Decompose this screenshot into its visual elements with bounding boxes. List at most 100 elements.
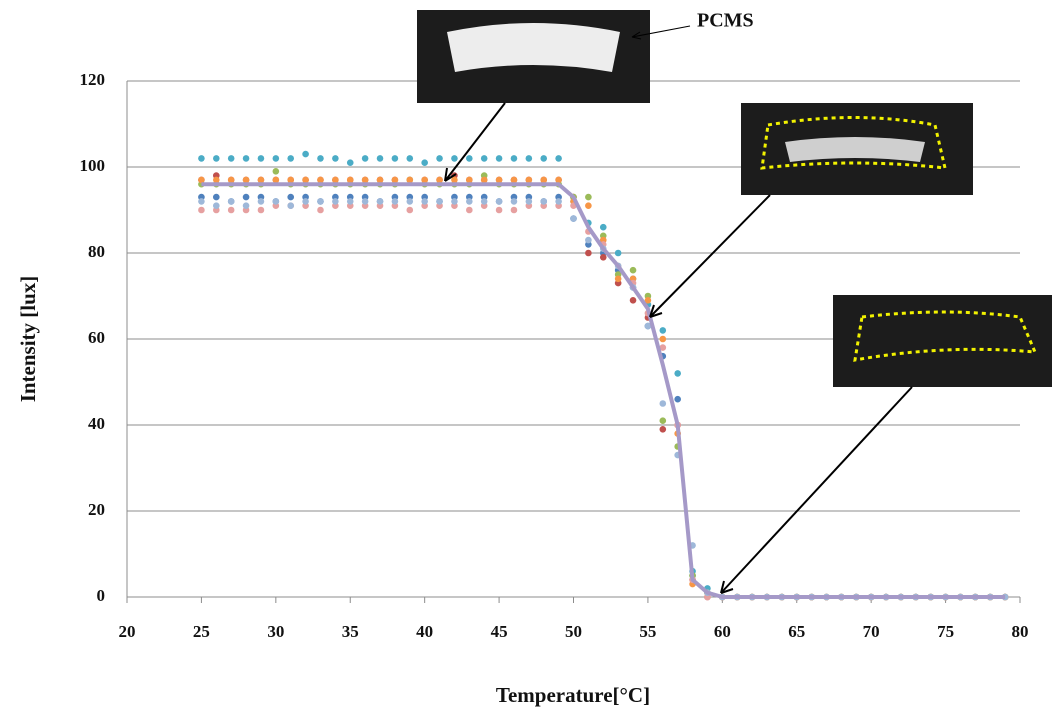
mean-line (201, 182, 1006, 599)
data-point (629, 297, 637, 304)
data-point (272, 176, 280, 184)
data-point (599, 253, 607, 261)
data-point (406, 155, 414, 162)
inset-image-2 (741, 103, 973, 195)
y-tick-label: 120 (80, 70, 106, 89)
data-point (198, 176, 205, 184)
data-point (287, 176, 295, 184)
x-tick-label: 25 (193, 622, 210, 641)
data-point (198, 206, 205, 214)
data-point (213, 193, 220, 201)
data-point (466, 155, 473, 162)
data-point (659, 344, 667, 351)
data-point (510, 176, 518, 184)
data-point (480, 155, 488, 162)
data-point (287, 193, 295, 201)
data-point (257, 198, 265, 205)
x-tick-label: 65 (788, 622, 805, 641)
data-point (391, 155, 399, 162)
data-point (555, 198, 562, 205)
x-tick-label: 75 (937, 622, 954, 641)
data-point (302, 150, 309, 158)
data-point (510, 155, 518, 162)
data-point (599, 223, 607, 231)
annotation: PCMS (697, 10, 754, 32)
y-tick-label: 0 (97, 586, 106, 605)
data-point (614, 275, 622, 283)
data-point (242, 155, 250, 162)
data-point (466, 176, 473, 184)
data-point (614, 249, 622, 257)
data-point (540, 155, 548, 162)
data-point (213, 176, 220, 184)
data-point (406, 176, 414, 184)
data-point (257, 176, 265, 184)
x-tick-label: 80 (1012, 622, 1029, 641)
data-point (227, 206, 235, 214)
data-point (272, 168, 280, 175)
data-point (272, 155, 280, 162)
data-point (629, 266, 637, 274)
x-tick-label: 55 (639, 622, 656, 641)
data-point (674, 370, 681, 377)
data-point (436, 198, 443, 205)
data-point (272, 198, 280, 205)
data-point (495, 206, 503, 214)
data-point (391, 176, 399, 184)
data-point (436, 155, 443, 162)
data-point (332, 176, 339, 184)
data-point (570, 215, 577, 222)
data-point (361, 155, 369, 162)
data-point (346, 159, 354, 166)
data-point (525, 155, 533, 162)
arrows (444, 25, 913, 594)
data-point (659, 426, 667, 433)
data-point (466, 206, 473, 214)
data-point (227, 176, 235, 184)
data-point (242, 193, 250, 201)
x-tick-label: 45 (491, 622, 508, 641)
inset-image-1 (417, 10, 650, 103)
data-point (302, 176, 309, 184)
data-point (257, 206, 265, 214)
data-point (421, 159, 428, 166)
data-point (659, 335, 667, 343)
data-point (555, 176, 562, 184)
data-point (391, 198, 399, 205)
data-point (495, 198, 503, 205)
data-point (644, 322, 652, 330)
x-tick-label: 40 (416, 622, 433, 641)
y-tick-label: 100 (80, 156, 106, 175)
data-point (376, 198, 384, 205)
data-point (302, 198, 309, 205)
data-point (361, 198, 369, 205)
data-point (451, 176, 458, 184)
y-tick-label: 40 (88, 414, 105, 433)
data-point (376, 155, 384, 162)
data-point (495, 155, 503, 162)
data-point (659, 400, 667, 407)
data-point (540, 176, 548, 184)
data-point (346, 176, 354, 184)
y-tick-label: 20 (88, 500, 105, 519)
data-point (346, 198, 354, 205)
data-point (317, 206, 324, 214)
data-point (674, 395, 681, 403)
data-point (480, 198, 488, 205)
x-tick-label: 60 (714, 622, 731, 641)
y-axis-label: Intensity [lux] (16, 276, 40, 403)
data-point (510, 198, 518, 205)
data-point (406, 198, 414, 205)
data-point (495, 176, 503, 184)
data-point (480, 176, 488, 184)
data-point (540, 198, 548, 205)
data-point (406, 206, 414, 214)
x-tick-label: 30 (267, 622, 284, 641)
data-point (585, 193, 592, 201)
x-axis-label: Temperature[°C] (496, 683, 650, 707)
data-point (198, 155, 205, 162)
data-point (525, 198, 533, 205)
data-point (242, 202, 250, 209)
data-point (421, 198, 428, 205)
